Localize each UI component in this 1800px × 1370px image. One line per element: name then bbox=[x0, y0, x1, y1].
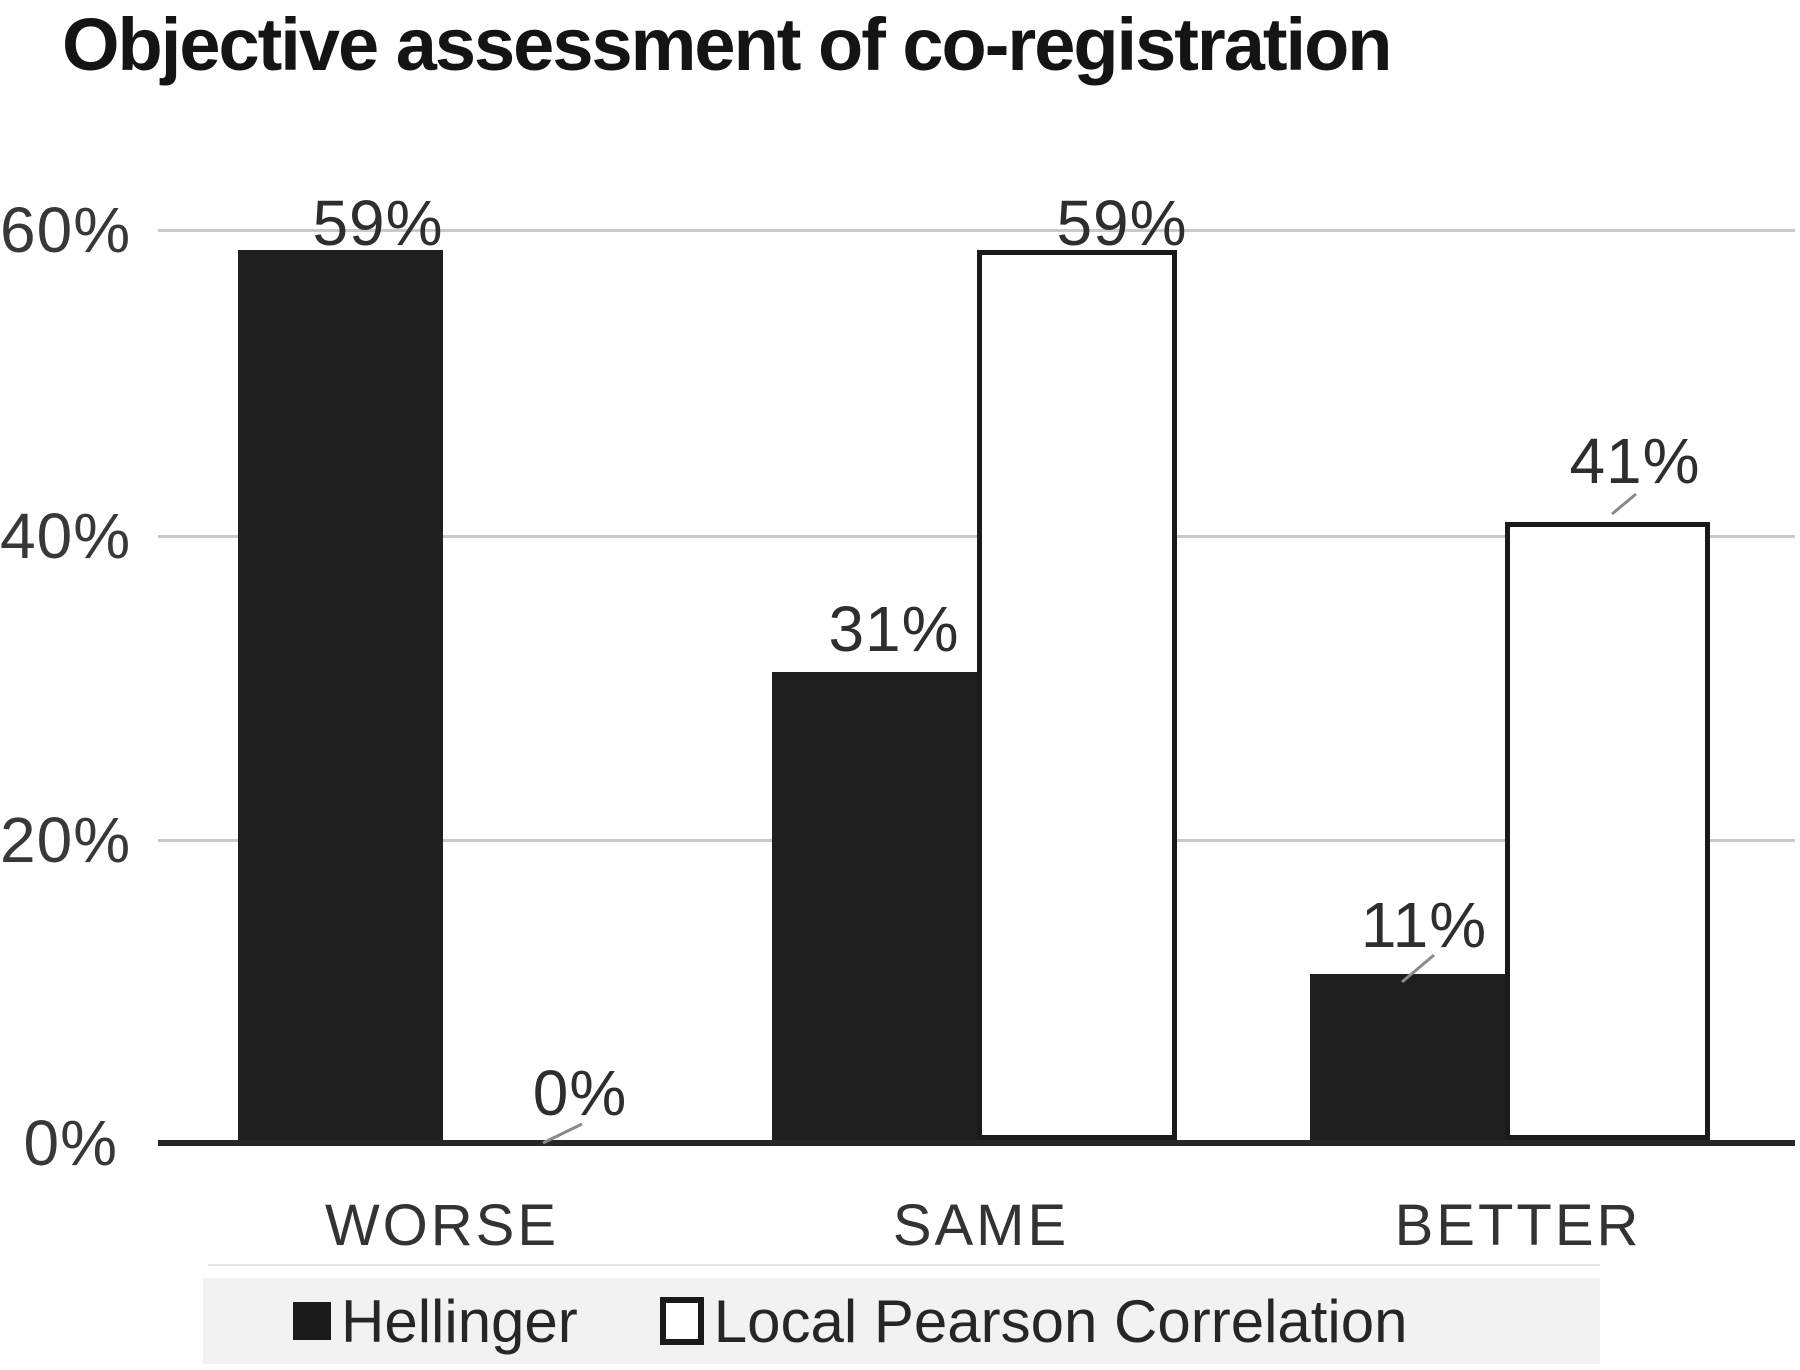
hellinger-swatch-icon bbox=[293, 1302, 331, 1340]
gridline bbox=[158, 229, 1795, 232]
y-tick-label: 40% bbox=[0, 500, 132, 572]
bar-hellinger-worse bbox=[238, 250, 443, 1140]
local-pearson-correlation-swatch-icon bbox=[659, 1297, 704, 1345]
value-label-hellinger-worse: 59% bbox=[312, 187, 444, 259]
legend-label-hellinger: Hellinger bbox=[341, 1287, 578, 1355]
legend-item-local-pearson-correlation: Local Pearson Correlation bbox=[578, 1287, 1408, 1356]
y-tick-label: 20% bbox=[0, 804, 132, 876]
value-label-hellinger-same: 31% bbox=[828, 593, 960, 665]
category-label-same: SAME bbox=[892, 1193, 1070, 1258]
value-label-hellinger-better: 11% bbox=[1360, 889, 1488, 961]
bar-local-pearson-correlation-better bbox=[1505, 522, 1710, 1140]
bar-hellinger-same bbox=[772, 672, 977, 1140]
gridline bbox=[158, 535, 1795, 538]
bar-local-pearson-correlation-same bbox=[977, 250, 1177, 1140]
legend-separator-line bbox=[208, 1264, 1600, 1266]
legend: Hellinger Local Pearson Correlation bbox=[203, 1278, 1600, 1364]
chart-title: Objective assessment of co-registration bbox=[62, 3, 1392, 86]
y-tick-label: 0% bbox=[23, 1107, 118, 1179]
category-label-worse: WORSE bbox=[324, 1193, 560, 1258]
x-axis-line bbox=[158, 1140, 1795, 1146]
category-label-better: BETTER bbox=[1394, 1193, 1642, 1258]
bar-hellinger-better bbox=[1310, 974, 1508, 1140]
legend-item-hellinger: Hellinger bbox=[203, 1287, 578, 1356]
legend-label-local-pearson-correlation: Local Pearson Correlation bbox=[713, 1287, 1408, 1355]
y-tick-label: 60% bbox=[0, 194, 132, 266]
value-label-local-pearson-correlation-better: 41% bbox=[1569, 425, 1701, 497]
value-label-local-pearson-correlation-same: 59% bbox=[1056, 187, 1188, 259]
value-label-local-pearson-correlation-worse: 0% bbox=[532, 1057, 628, 1129]
